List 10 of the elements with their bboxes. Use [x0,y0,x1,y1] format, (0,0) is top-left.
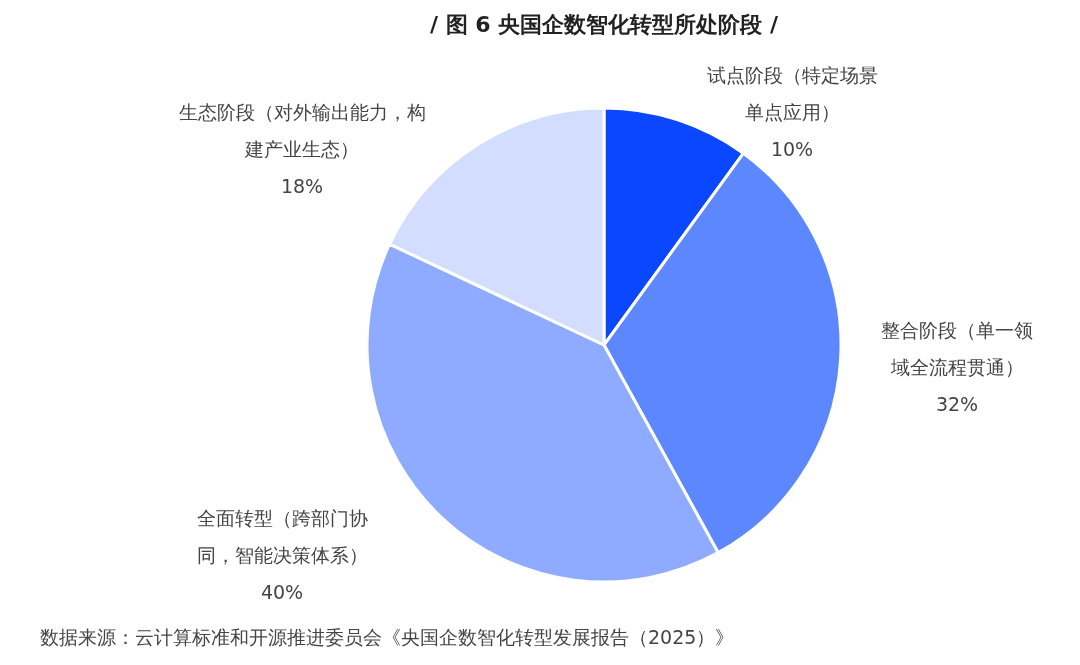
slice-label: 整合阶段（单一领域全流程贯通） [881,319,1033,378]
slice-label: 生态阶段（对外输出能力，构建产业生态） [178,101,426,160]
data-label: 32% [935,393,979,415]
data-label: 10% [770,138,814,160]
slice-label: 全面转型（跨部门协同，智能决策体系） [196,507,368,566]
data-label: 40% [260,581,304,603]
source-note: 数据来源：云计算标准和开源推进委员会《央国企数智化转型发展报告（2025）》 [40,626,735,648]
slice-label: 试点阶段（特定场景单点应用） [706,64,878,123]
chart-title: / 图 6 央国企数智化转型所处阶段 / [429,12,779,37]
data-label: 18% [280,175,324,197]
